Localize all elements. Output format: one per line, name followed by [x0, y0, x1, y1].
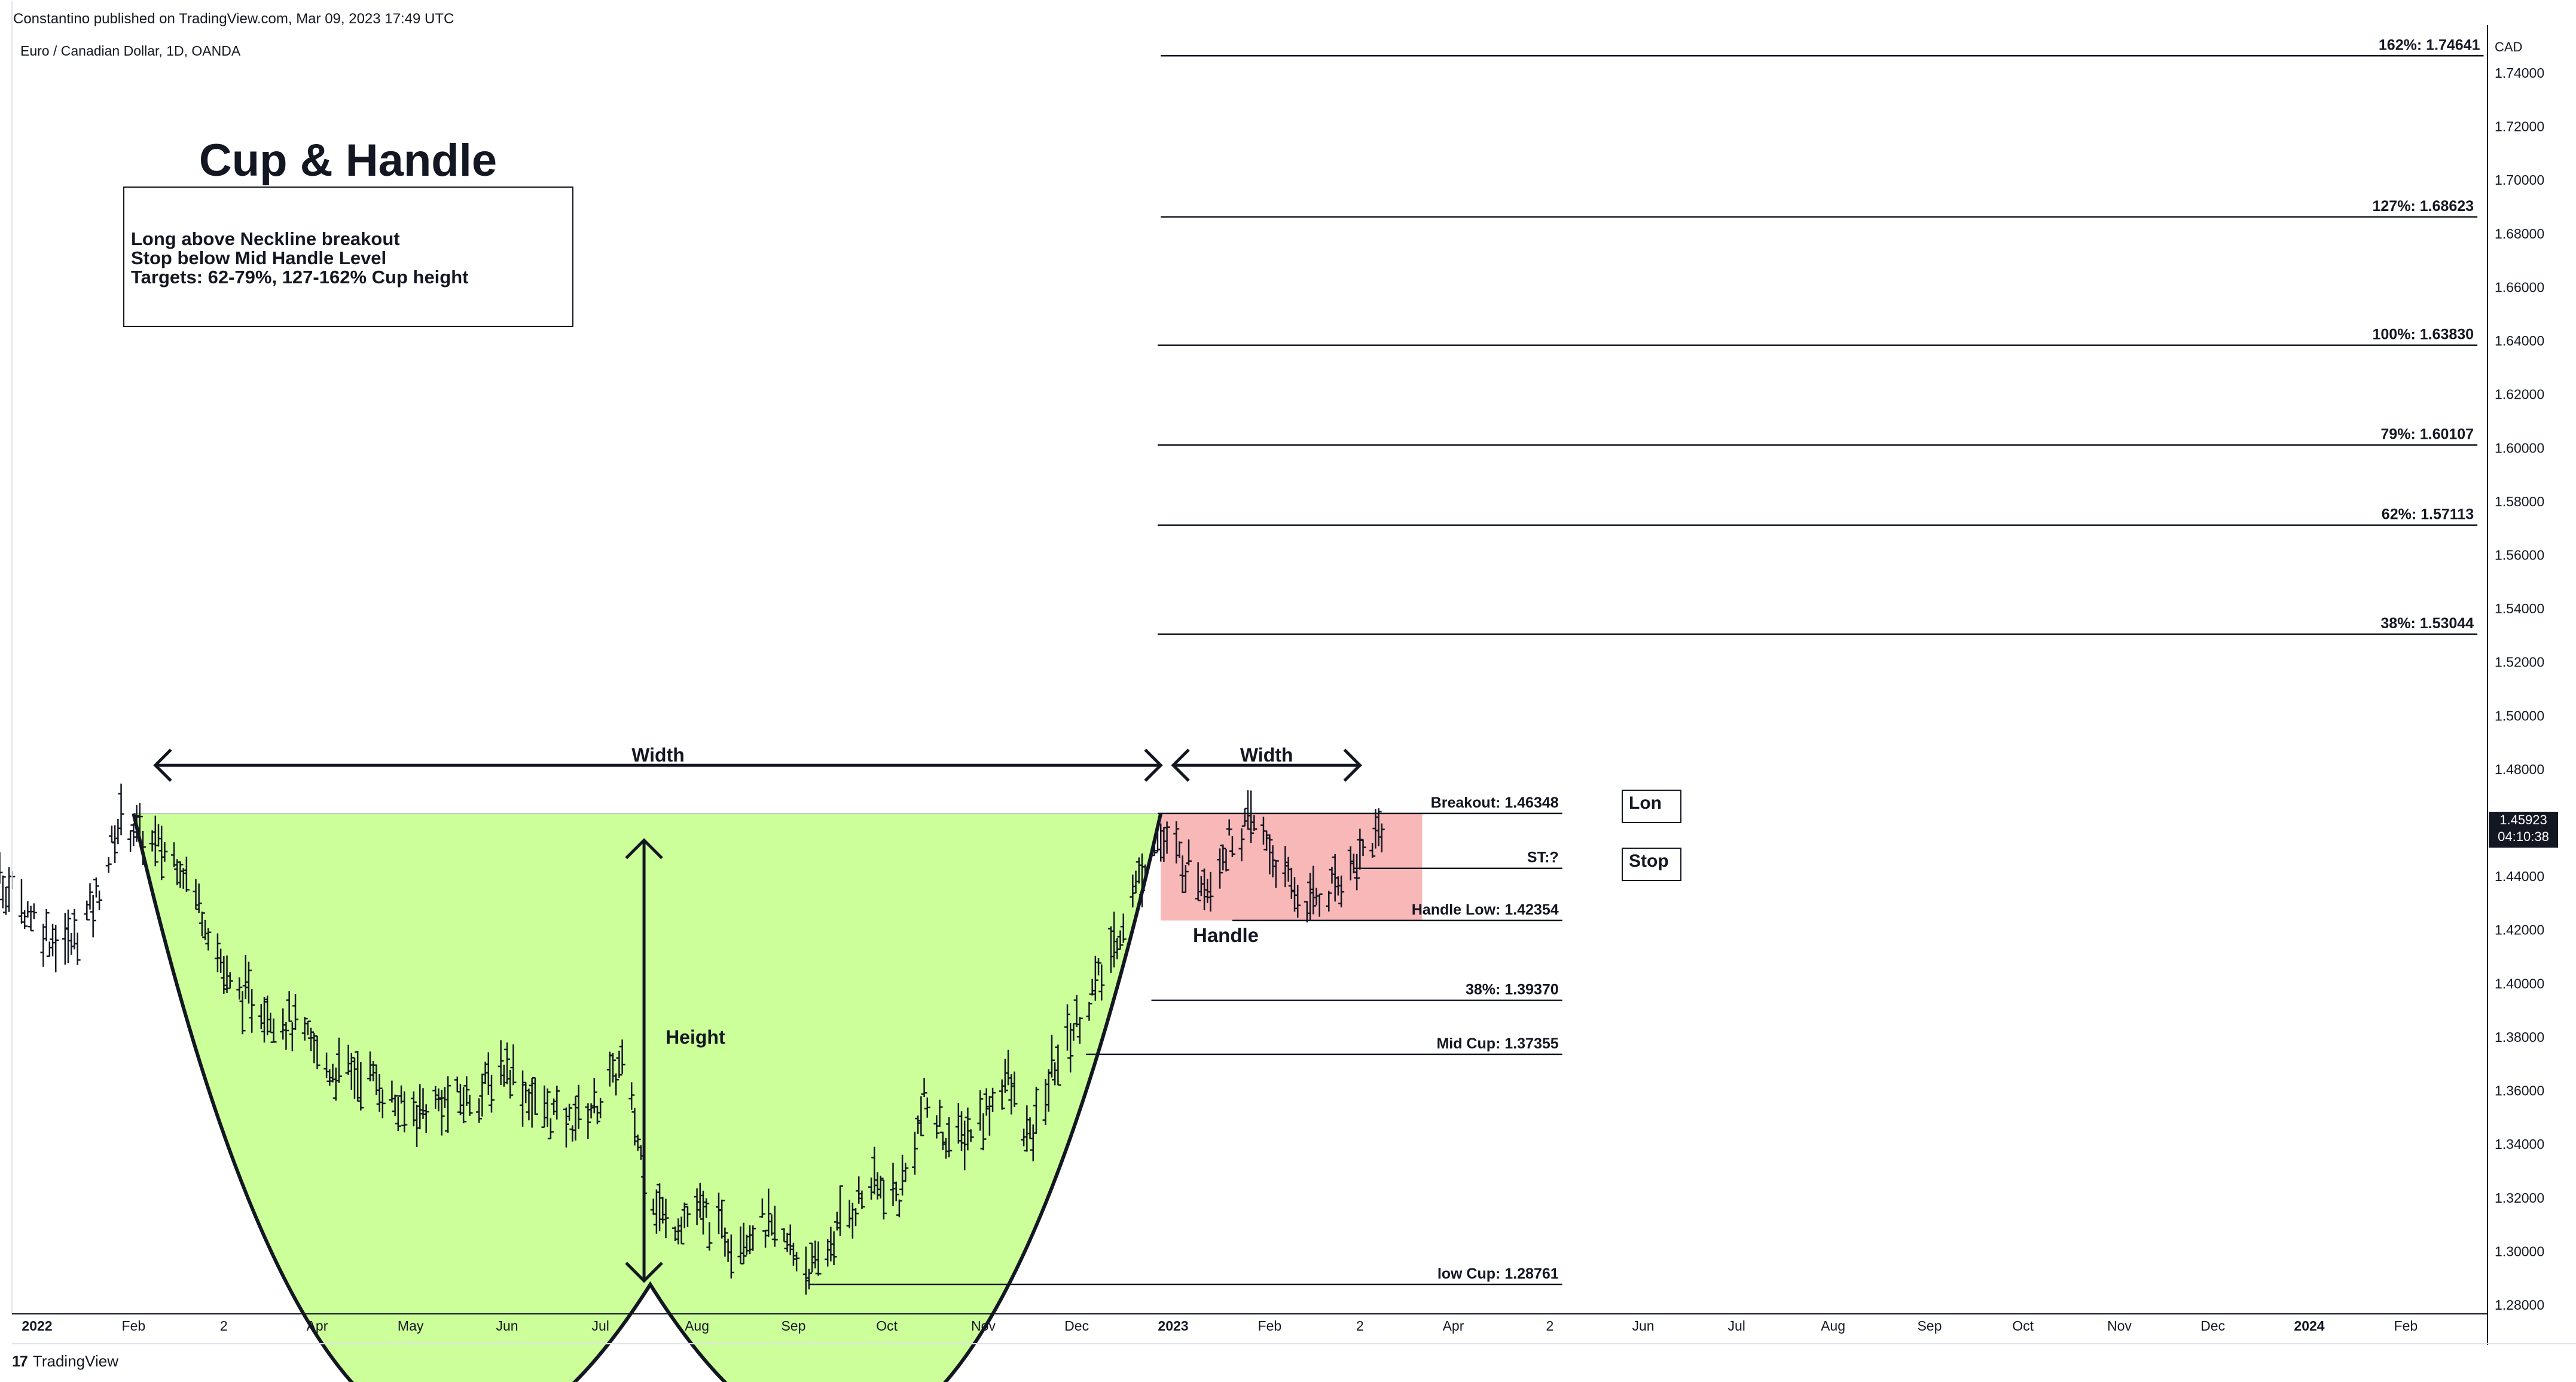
zone-fills — [133, 813, 1423, 1382]
cup-fill — [133, 813, 1161, 1382]
time-tick-label: Sep — [781, 1318, 805, 1334]
price-tick-label: 1.38000 — [2495, 1029, 2544, 1045]
height-arrow-bottom-head — [625, 1261, 663, 1283]
price-bars — [0, 783, 1385, 1295]
width-arrow-right-head — [1144, 748, 1163, 782]
tradingview-logo-text: TradingView — [32, 1352, 118, 1370]
price-tick-label: 1.52000 — [2495, 655, 2544, 670]
level-label: 62%: 1.57113 — [2382, 506, 2474, 523]
price-tick-label: 1.48000 — [2495, 762, 2544, 777]
handle-label: Handle — [1193, 924, 1259, 946]
annotation-text: Cup & Handle Long above Neckline breakout… — [123, 135, 1259, 946]
note-line: Long above Neckline breakout — [131, 228, 400, 249]
cup-curve — [132, 813, 1163, 1382]
time-tick-label: 2023 — [1158, 1318, 1188, 1334]
time-tick-label: Nov — [2107, 1318, 2132, 1334]
price-tick-label: 1.40000 — [2495, 976, 2544, 991]
price-tick-label: 1.54000 — [2495, 601, 2544, 616]
price-tick-label: 1.58000 — [2495, 494, 2544, 509]
time-tick-label: Feb — [2394, 1318, 2418, 1334]
price-axis-currency: CAD — [2495, 39, 2522, 54]
symbol-title[interactable]: Euro / Canadian Dollar, 1D, OANDA — [20, 43, 241, 59]
bar-countdown: 04:10:38 — [2498, 829, 2549, 844]
axes: CAD 1.74000 1.72000 1.70000 1.68000 1.66000 1.… — [11, 1, 2576, 1345]
time-tick-label: Apr — [1443, 1318, 1464, 1334]
height-label: Height — [666, 1026, 725, 1048]
time-tick-label: 2 — [1546, 1318, 1553, 1334]
price-tick-label: 1.70000 — [2495, 172, 2544, 188]
width-arrow-left-head — [153, 748, 172, 782]
note-line: Targets: 62-79%, 127-162% Cup height — [131, 267, 469, 288]
measure-arrows: Width Width Height — [153, 744, 1362, 1283]
time-tick-label: Apr — [307, 1318, 328, 1334]
price-tick-label: 1.44000 — [2495, 869, 2544, 884]
time-tick-label: Aug — [1821, 1318, 1845, 1334]
time-tick-label: Jul — [1727, 1318, 1745, 1334]
note-line: Stop below Mid Handle Level — [131, 247, 386, 268]
last-price: 1.45923 — [2499, 812, 2547, 827]
note-box — [123, 186, 573, 327]
time-tick-label: Aug — [685, 1318, 709, 1334]
width-label: Width — [631, 744, 685, 766]
last-price-badge: 1.45923 04:10:38 — [2489, 812, 2558, 848]
price-tick-label: 1.56000 — [2495, 547, 2544, 562]
price-tick-label: 1.64000 — [2495, 333, 2544, 348]
level-label: ST:? — [1527, 849, 1559, 866]
time-tick-label: 2 — [1356, 1318, 1364, 1334]
price-tick-label: 1.42000 — [2495, 922, 2544, 938]
time-tick-label: Dec — [1064, 1318, 1089, 1334]
time-tick-label: May — [398, 1318, 424, 1334]
time-tick-label: Feb — [122, 1318, 146, 1334]
long-tag[interactable]: Lon — [1622, 790, 1681, 823]
width-arrow-right-head — [1343, 748, 1362, 782]
width-arrow-left-head — [1171, 748, 1190, 782]
time-tick-label: Sep — [1917, 1318, 1942, 1334]
price-tick-label: 1.50000 — [2495, 708, 2544, 723]
price-tick-label: 1.62000 — [2495, 387, 2544, 402]
level-label: 162%: 1.74641 — [2379, 36, 2480, 53]
price-tick-label: 1.36000 — [2495, 1083, 2544, 1099]
price-tick-label: 1.30000 — [2495, 1243, 2544, 1259]
cup-curve-line — [132, 813, 1163, 1382]
time-tick-label: Jun — [1632, 1318, 1654, 1334]
price-tick-label: 1.68000 — [2495, 226, 2544, 241]
price-tick-label: 1.66000 — [2495, 279, 2544, 295]
level-label: 38%: 1.53044 — [2380, 615, 2474, 632]
time-tick-label: 2022 — [22, 1318, 52, 1334]
tradingview-logo-icon: 17 — [12, 1352, 28, 1370]
time-tick-label: 2 — [220, 1318, 228, 1334]
time-tick-label: Jul — [591, 1318, 609, 1334]
level-label: Breakout: 1.46348 — [1431, 794, 1559, 811]
level-label: 100%: 1.63830 — [2373, 326, 2474, 343]
price-tick-label: 1.72000 — [2495, 119, 2544, 134]
level-lines: 162%: 1.74641 127%: 1.68623 100%: 1.63830 7… — [808, 36, 2484, 1286]
level-label: Mid Cup: 1.37355 — [1436, 1035, 1558, 1052]
height-arrow-top-head — [625, 838, 663, 860]
level-label: 38%: 1.39370 — [1466, 982, 1559, 998]
price-tick-label: 1.60000 — [2495, 440, 2544, 455]
pattern-title: Cup & Handle — [199, 135, 497, 186]
time-tick-label: Oct — [2012, 1318, 2034, 1334]
price-tick-label: 1.74000 — [2495, 65, 2544, 81]
price-tick-label: 1.34000 — [2495, 1136, 2544, 1152]
time-tick-label: Nov — [971, 1318, 996, 1334]
price-tick-label: 1.28000 — [2495, 1297, 2544, 1313]
time-tick-label: 2024 — [2294, 1318, 2324, 1334]
price-tick-label: 1.32000 — [2495, 1190, 2544, 1206]
publish-info: Constantino published on TradingView.com… — [13, 11, 454, 27]
tradingview-logo[interactable]: 17 TradingView — [12, 1352, 118, 1371]
stop-tag[interactable]: Stop — [1622, 848, 1681, 881]
time-tick-label: Feb — [1258, 1318, 1282, 1334]
width-label: Width — [1240, 744, 1293, 766]
level-label: Handle Low: 1.42354 — [1412, 901, 1559, 918]
level-label: low Cup: 1.28761 — [1437, 1265, 1559, 1282]
time-tick-label: Oct — [876, 1318, 898, 1334]
time-tick-label: Dec — [2200, 1318, 2225, 1334]
level-label: 79%: 1.60107 — [2380, 426, 2474, 442]
level-label: 127%: 1.68623 — [2373, 198, 2474, 215]
time-tick-label: Jun — [496, 1318, 518, 1334]
